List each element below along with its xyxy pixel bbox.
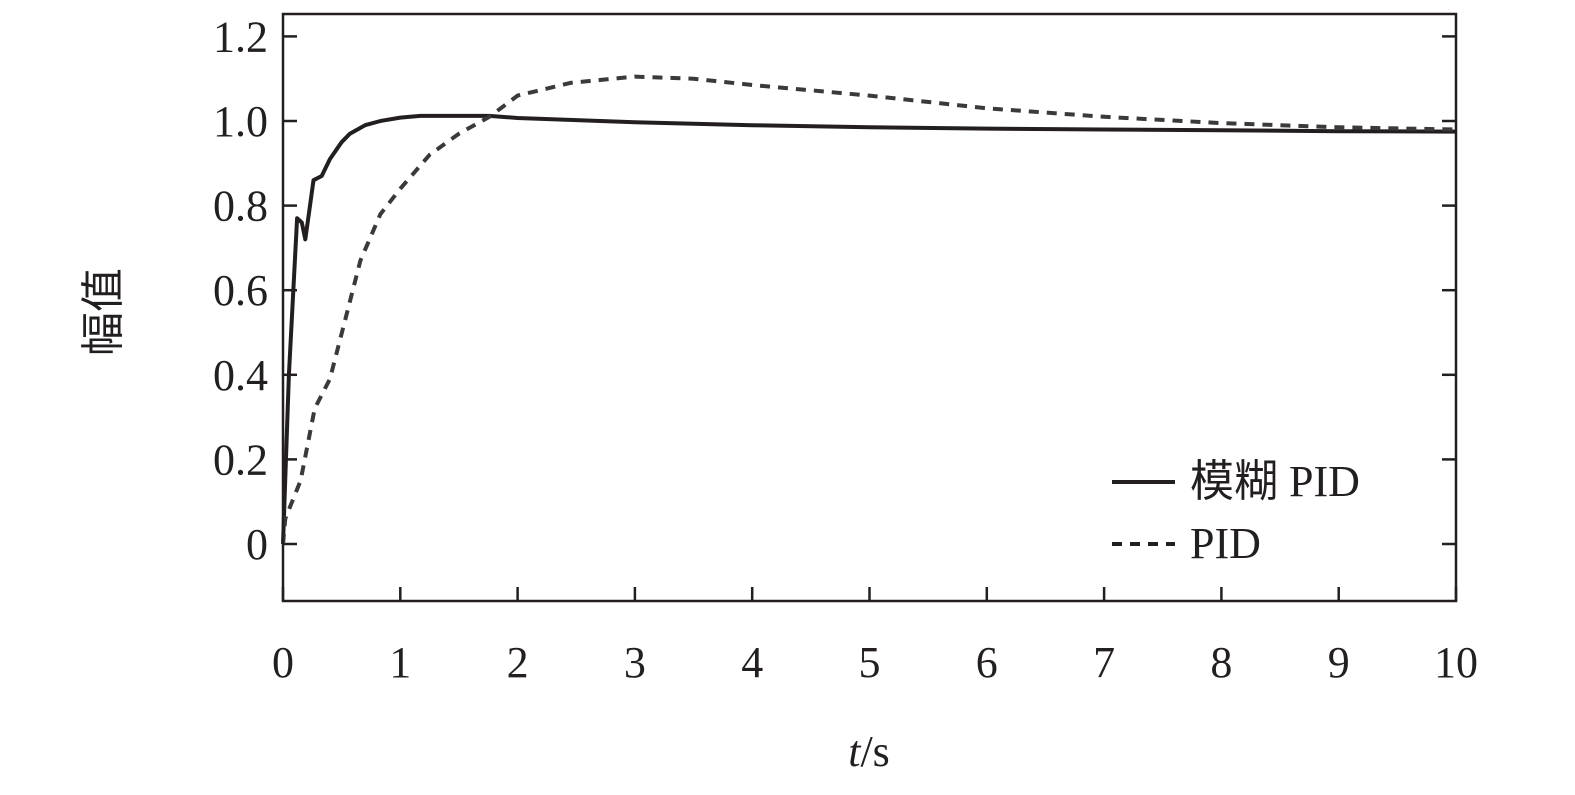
y-axis-label: 幅值 <box>79 268 128 356</box>
x-tick-label: 5 <box>859 638 881 687</box>
plot-frame <box>281 12 1458 603</box>
x-tick-label: 3 <box>624 638 646 687</box>
x-tick-label: 9 <box>1328 638 1350 687</box>
x-tick-label: 6 <box>976 638 998 687</box>
legend: 模糊 PID PID <box>1112 457 1360 568</box>
y-tick-label: 1.0 <box>213 97 268 146</box>
x-tick-label: 2 <box>507 638 529 687</box>
x-tick-label: 0 <box>272 638 294 687</box>
x-axis-label: t/s <box>848 727 890 776</box>
x-axis-label-var: t <box>848 727 862 776</box>
legend-label-pid: PID <box>1190 519 1261 568</box>
series-line-fuzzy-pid <box>281 113 1457 545</box>
y-tick-label: 0.2 <box>213 435 268 484</box>
series-line-pid <box>281 74 1457 545</box>
y-tick-label: 0.8 <box>213 182 268 231</box>
y-tick-label: 0.4 <box>213 351 268 400</box>
legend-label-fuzzy-pid: 模糊 PID <box>1190 457 1360 506</box>
x-tick-label: 1 <box>389 638 411 687</box>
y-tick-label: 1.2 <box>213 12 268 61</box>
x-tick-label: 8 <box>1210 638 1232 687</box>
x-axis-label-unit: /s <box>860 727 889 776</box>
y-tick-label: 0.6 <box>213 266 268 315</box>
y-tick-label: 0 <box>246 520 268 569</box>
x-tick-label: 4 <box>741 638 763 687</box>
x-tick-label: 7 <box>1093 638 1115 687</box>
x-tick-label: 10 <box>1434 638 1478 687</box>
